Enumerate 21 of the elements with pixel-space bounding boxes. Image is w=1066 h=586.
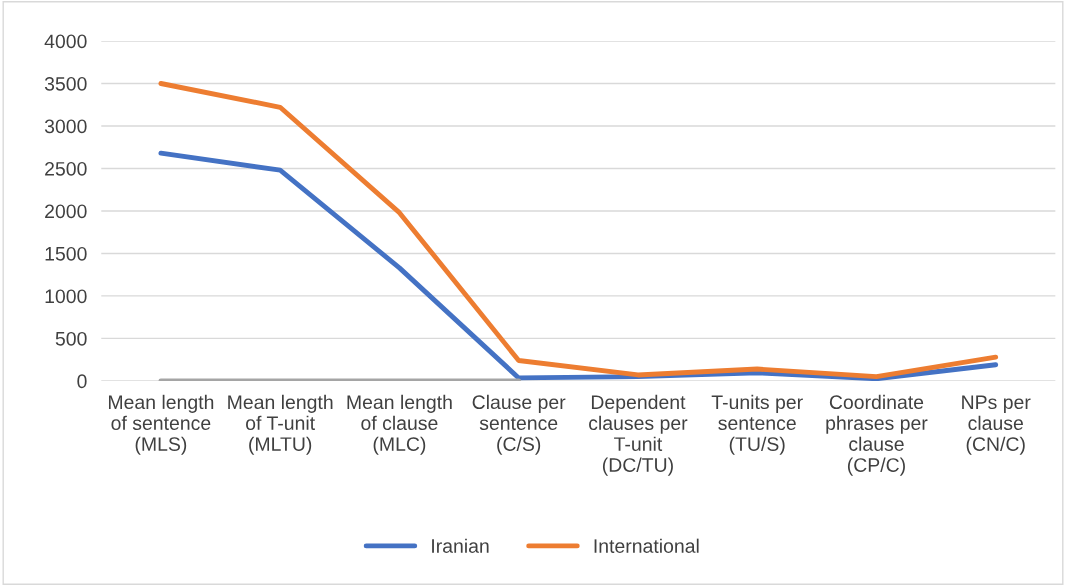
y-tick-label: 2000: [45, 204, 87, 219]
x-tick-label: Mean length of clause (MLC): [347, 394, 452, 455]
x-tick-label: T-units per sentence (TU/S): [711, 394, 803, 455]
x-tick-label: Clause per sentence (C/S): [472, 394, 566, 455]
line-series: [158, 150, 999, 381]
y-tick-label: 1500: [45, 246, 87, 261]
y-tick-label: 500: [55, 331, 87, 346]
legend-label: Iranian: [432, 538, 489, 553]
y-tick-label: 3000: [44, 119, 87, 134]
x-tick-label: NPs per clause (CN/C): [962, 395, 1031, 455]
y-tick-label: 0: [77, 374, 87, 389]
line-series: [158, 81, 999, 380]
y-tick-label: 1000: [45, 289, 87, 304]
y-tick-label: 2500: [45, 161, 87, 176]
legend-label: International: [594, 538, 699, 553]
x-tick-label: Mean length of T-unit (MLTU): [228, 394, 333, 455]
y-tick-label: 3500: [44, 76, 87, 91]
x-tick-label: Coordinate phrases per clause (CP/C): [826, 394, 928, 476]
x-tick-label: Mean length of sentence (MLS): [108, 394, 214, 455]
x-tick-label: Dependent clauses per T-unit (DC/TU): [589, 394, 688, 476]
y-tick-label: 4000: [44, 34, 87, 49]
